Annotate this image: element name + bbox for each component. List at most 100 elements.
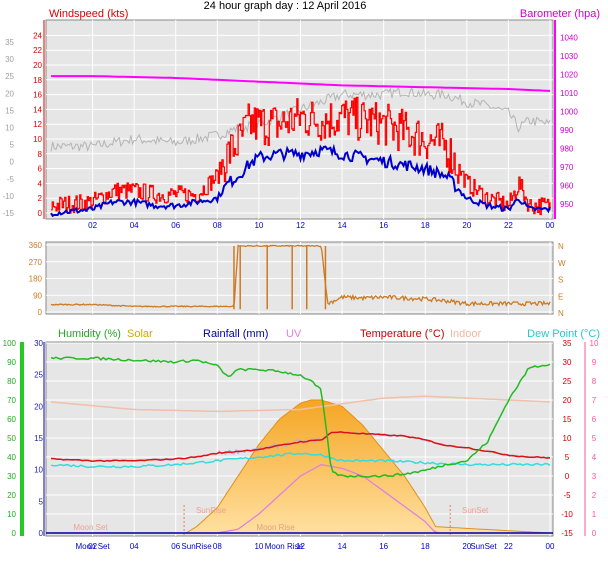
- baro-tick: 1010: [560, 89, 578, 98]
- windspeed-label: Windspeed (kts): [49, 8, 128, 20]
- baro-tick: 1000: [560, 107, 578, 116]
- annotation-sunrise: SunRise: [196, 506, 227, 515]
- baro-tick: 1020: [560, 70, 578, 79]
- temperature-label: Temperature (°C): [360, 328, 444, 340]
- wind-outer-tick: 15: [5, 106, 14, 115]
- rain-tick: 10: [34, 466, 43, 475]
- temp-tick: -15: [561, 529, 573, 538]
- uv-tick: 8: [592, 377, 597, 386]
- direction-grid: [46, 242, 553, 314]
- wind-x-tick: 02: [88, 221, 97, 230]
- wind-kts-tick: 6: [38, 165, 43, 174]
- baro-tick: 1030: [560, 52, 578, 61]
- wind-outer-tick: 30: [5, 55, 14, 64]
- solar-label: Solar: [127, 328, 153, 340]
- baro-tick: 980: [560, 144, 574, 153]
- direction-compass-tick: N: [558, 242, 564, 251]
- direction-deg-tick: 0: [38, 308, 43, 317]
- wind-outer-tick: -5: [7, 175, 15, 184]
- uv-tick: 9: [592, 358, 597, 367]
- wind-outer-tick: 0: [10, 158, 15, 167]
- humidity-tick: 90: [7, 358, 16, 367]
- uv-tick: 5: [592, 434, 597, 443]
- temp-tick: 10: [563, 434, 572, 443]
- wind-kts-tick: 16: [33, 91, 42, 100]
- baro-tick: 960: [560, 181, 574, 190]
- humidity-tick: 0: [12, 529, 17, 538]
- annotation-moon-set: Moon Set: [73, 523, 108, 532]
- temperature-x-tick: 18: [421, 542, 430, 551]
- uv-tick: 6: [592, 415, 597, 424]
- dewpoint-label: Dew Point (°C): [527, 328, 600, 340]
- wind-outer-tick: 25: [5, 72, 14, 81]
- temperature-x-tick: 06: [171, 542, 180, 551]
- wind-kts-tick: 14: [33, 105, 42, 114]
- humidity-tick: 20: [7, 491, 16, 500]
- annotation-axis-moon-set: Moon Set: [75, 542, 110, 551]
- temperature-x-tick: 04: [130, 542, 139, 551]
- wind-kts-tick: 8: [38, 150, 43, 159]
- windspeed-line: [51, 96, 551, 216]
- uv-tick: 1: [592, 510, 597, 519]
- humidity-axis: [20, 342, 24, 536]
- uv-tick: 2: [592, 491, 597, 500]
- wind-average-line: [50, 143, 551, 218]
- wind-x-tick: 00: [546, 221, 555, 230]
- temperature-x-tick: 02: [88, 542, 97, 551]
- indoor-label: Indoor: [450, 328, 482, 340]
- uv-tick: 10: [590, 339, 599, 348]
- wind-series: [50, 75, 551, 218]
- direction-deg-tick: 90: [33, 291, 42, 300]
- temp-tick: 5: [565, 453, 570, 462]
- direction-deg-tick: 360: [29, 241, 43, 250]
- uv-tick: 7: [592, 396, 597, 405]
- wind-kts-tick: 18: [33, 76, 42, 85]
- rain-tick: 25: [34, 371, 43, 380]
- rain-tick: 20: [34, 402, 43, 411]
- wind-outer-tick: -10: [2, 192, 14, 201]
- direction-series: [50, 244, 551, 310]
- humidity-label: Humidity (%): [58, 328, 121, 340]
- wind-x-tick: 22: [504, 221, 513, 230]
- humidity-tick: 40: [7, 453, 16, 462]
- direction-compass-tick: S: [558, 276, 563, 285]
- temp-tick: 20: [563, 396, 572, 405]
- wind-outer-tick: 20: [5, 89, 14, 98]
- wind-ticks: 02 04 06 08 10 12 14 16 18 20 22 0035302520151050-5…: [2, 20, 578, 230]
- barometer-line: [51, 75, 551, 92]
- wind-kts-tick: 20: [33, 61, 42, 70]
- wind-x-tick: 16: [379, 221, 388, 230]
- direction-deg-tick: 270: [29, 258, 43, 267]
- wind-kts-tick: 10: [33, 135, 42, 144]
- wind-kts-tick: 24: [33, 31, 42, 40]
- wind-kts-tick: 12: [33, 120, 42, 129]
- rain-tick: 15: [34, 434, 43, 443]
- temperature-x-tick: 08: [213, 542, 222, 551]
- uv-label: UV: [286, 328, 302, 340]
- barometer-label: Barometer (hpa): [520, 8, 600, 20]
- direction-line: [50, 244, 551, 308]
- direction-deg-tick: 180: [29, 275, 43, 284]
- annotation-moon-rise: Moon Rise: [256, 523, 295, 532]
- temp-tick: 0: [565, 472, 570, 481]
- annotation-sunset: SunSet: [462, 506, 489, 515]
- humidity-tick: 10: [7, 510, 16, 519]
- dewpoint-line: [50, 452, 551, 469]
- wind-x-tick: 08: [213, 221, 222, 230]
- temperature-x-tick: 10: [254, 542, 263, 551]
- wind-x-tick: 10: [254, 221, 263, 230]
- temperature-x-tick: 22: [504, 542, 513, 551]
- wind-outer-tick: 5: [10, 141, 15, 150]
- humidity-tick: 50: [7, 434, 16, 443]
- direction-compass-tick: E: [558, 292, 563, 301]
- uv-tick: 4: [592, 453, 597, 462]
- baro-tick: 970: [560, 163, 574, 172]
- temperature-series: Moon Set SunRise Moon Rise SunSet: [46, 356, 553, 536]
- baro-tick: 1040: [560, 33, 578, 42]
- temperature-ticks: 02 04 06 08 10 12 14 16 18 20 22 001009080706050403…: [3, 339, 599, 551]
- baro-tick: 990: [560, 126, 574, 135]
- rain-tick: 0: [39, 529, 44, 538]
